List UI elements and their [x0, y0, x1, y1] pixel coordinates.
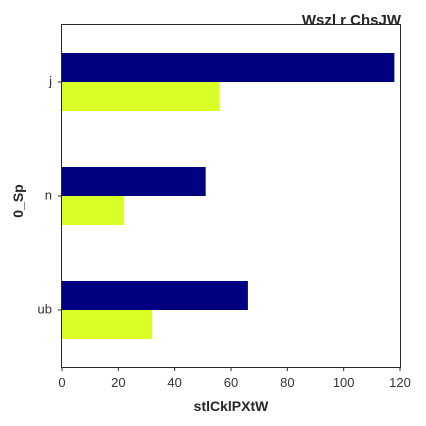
bar-j-series-1: [62, 53, 395, 82]
x-axis-title: stlCklPXtW: [194, 398, 269, 414]
x-tick-label: 120: [389, 375, 411, 390]
y-axis-ticks: j n ub: [38, 73, 62, 316]
y-tick-label: ub: [38, 301, 52, 316]
y-tick-label: n: [45, 187, 52, 202]
bar-ub-series-1: [62, 281, 248, 310]
x-tick-label: 40: [167, 375, 181, 390]
bar-n-series-1: [62, 167, 206, 196]
bars-group: [62, 53, 395, 339]
y-tick-label: j: [48, 73, 52, 88]
bar-n-series-2: [62, 196, 124, 225]
x-tick-label: 80: [280, 375, 294, 390]
x-tick-label: 100: [333, 375, 355, 390]
y-axis-title: 0_Sp: [10, 184, 26, 217]
x-axis-ticks: 0 20 40 60 80 100 120: [58, 367, 411, 390]
x-tick-label: 0: [58, 375, 65, 390]
bar-j-series-2: [62, 82, 220, 111]
x-tick-label: 60: [224, 375, 238, 390]
bar-ub-series-2: [62, 310, 153, 339]
x-tick-label: 20: [111, 375, 125, 390]
chart-title: Wszl r ChsJW: [302, 12, 402, 29]
